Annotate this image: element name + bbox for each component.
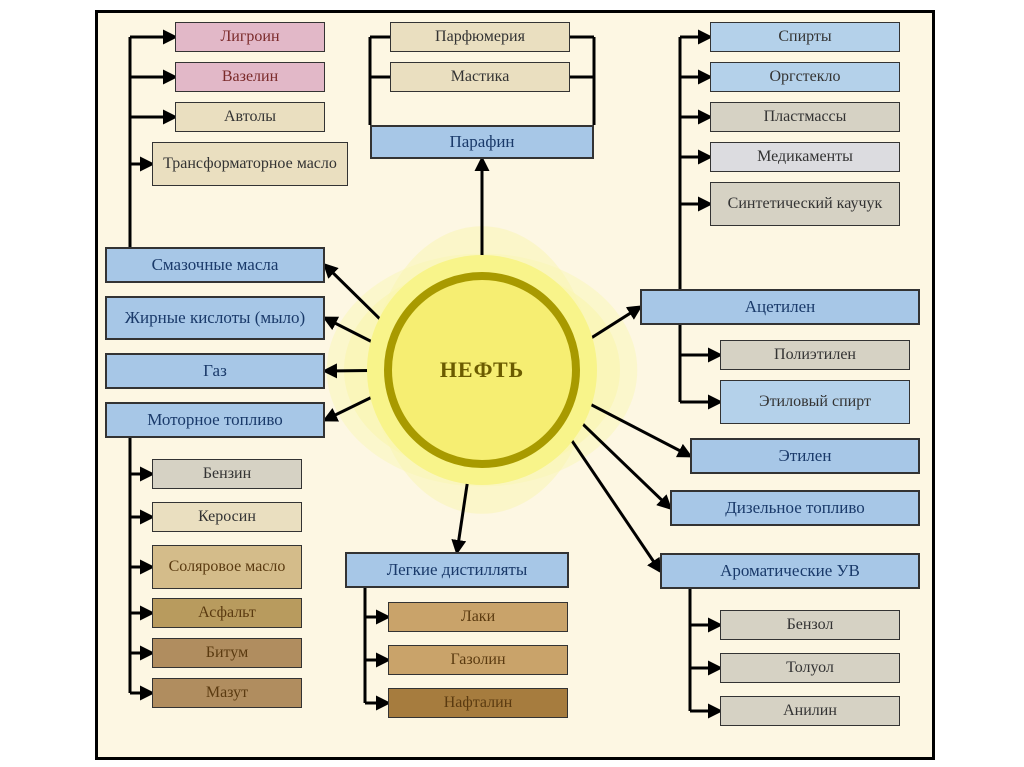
- minor-meds: Медикаменты: [710, 142, 900, 172]
- major-fatty: Жирные кислоты (мыло): [105, 296, 325, 340]
- minor-benzol: Бензол: [720, 610, 900, 640]
- major-acetyl: Ацетилен: [640, 289, 920, 325]
- center-label: НЕФТЬ: [392, 280, 572, 460]
- minor-benzin: Бензин: [152, 459, 302, 489]
- major-motor: Моторное топливо: [105, 402, 325, 438]
- diagram-stage: НЕФТЬ Смазочные масла Жирные кислоты (мыло…: [0, 0, 1024, 767]
- minor-vaseline: Вазелин: [175, 62, 325, 92]
- major-diesel: Дизельное топливо: [670, 490, 920, 526]
- minor-bitum: Битум: [152, 638, 302, 668]
- minor-plastics: Пластмассы: [710, 102, 900, 132]
- major-distill: Легкие дистилляты: [345, 552, 569, 588]
- minor-naftalin: Нафталин: [388, 688, 568, 718]
- major-gas: Газ: [105, 353, 325, 389]
- minor-eth_spirit: Этиловый спирт: [720, 380, 910, 424]
- minor-solar_oil: Соляровое масло: [152, 545, 302, 589]
- major-arom: Ароматические УВ: [660, 553, 920, 589]
- minor-trans_oil: Трансформаторное масло: [152, 142, 348, 186]
- major-paraffin: Парафин: [370, 125, 594, 159]
- minor-kerosin: Керосин: [152, 502, 302, 532]
- minor-polyeth: Полиэтилен: [720, 340, 910, 370]
- minor-mastic: Мастика: [390, 62, 570, 92]
- minor-spirits: Спирты: [710, 22, 900, 52]
- minor-avtoly: Автолы: [175, 102, 325, 132]
- minor-toluol: Толуол: [720, 653, 900, 683]
- minor-gazolin: Газолин: [388, 645, 568, 675]
- minor-ligroin: Лигроин: [175, 22, 325, 52]
- minor-mazut: Мазут: [152, 678, 302, 708]
- major-ethylene: Этилен: [690, 438, 920, 474]
- major-lub_oils: Смазочные масла: [105, 247, 325, 283]
- minor-asphalt: Асфальт: [152, 598, 302, 628]
- minor-laki: Лаки: [388, 602, 568, 632]
- minor-synth_rubber: Синтетический каучук: [710, 182, 900, 226]
- minor-perfume: Парфюмерия: [390, 22, 570, 52]
- minor-anilin: Анилин: [720, 696, 900, 726]
- minor-orgglass: Оргстекло: [710, 62, 900, 92]
